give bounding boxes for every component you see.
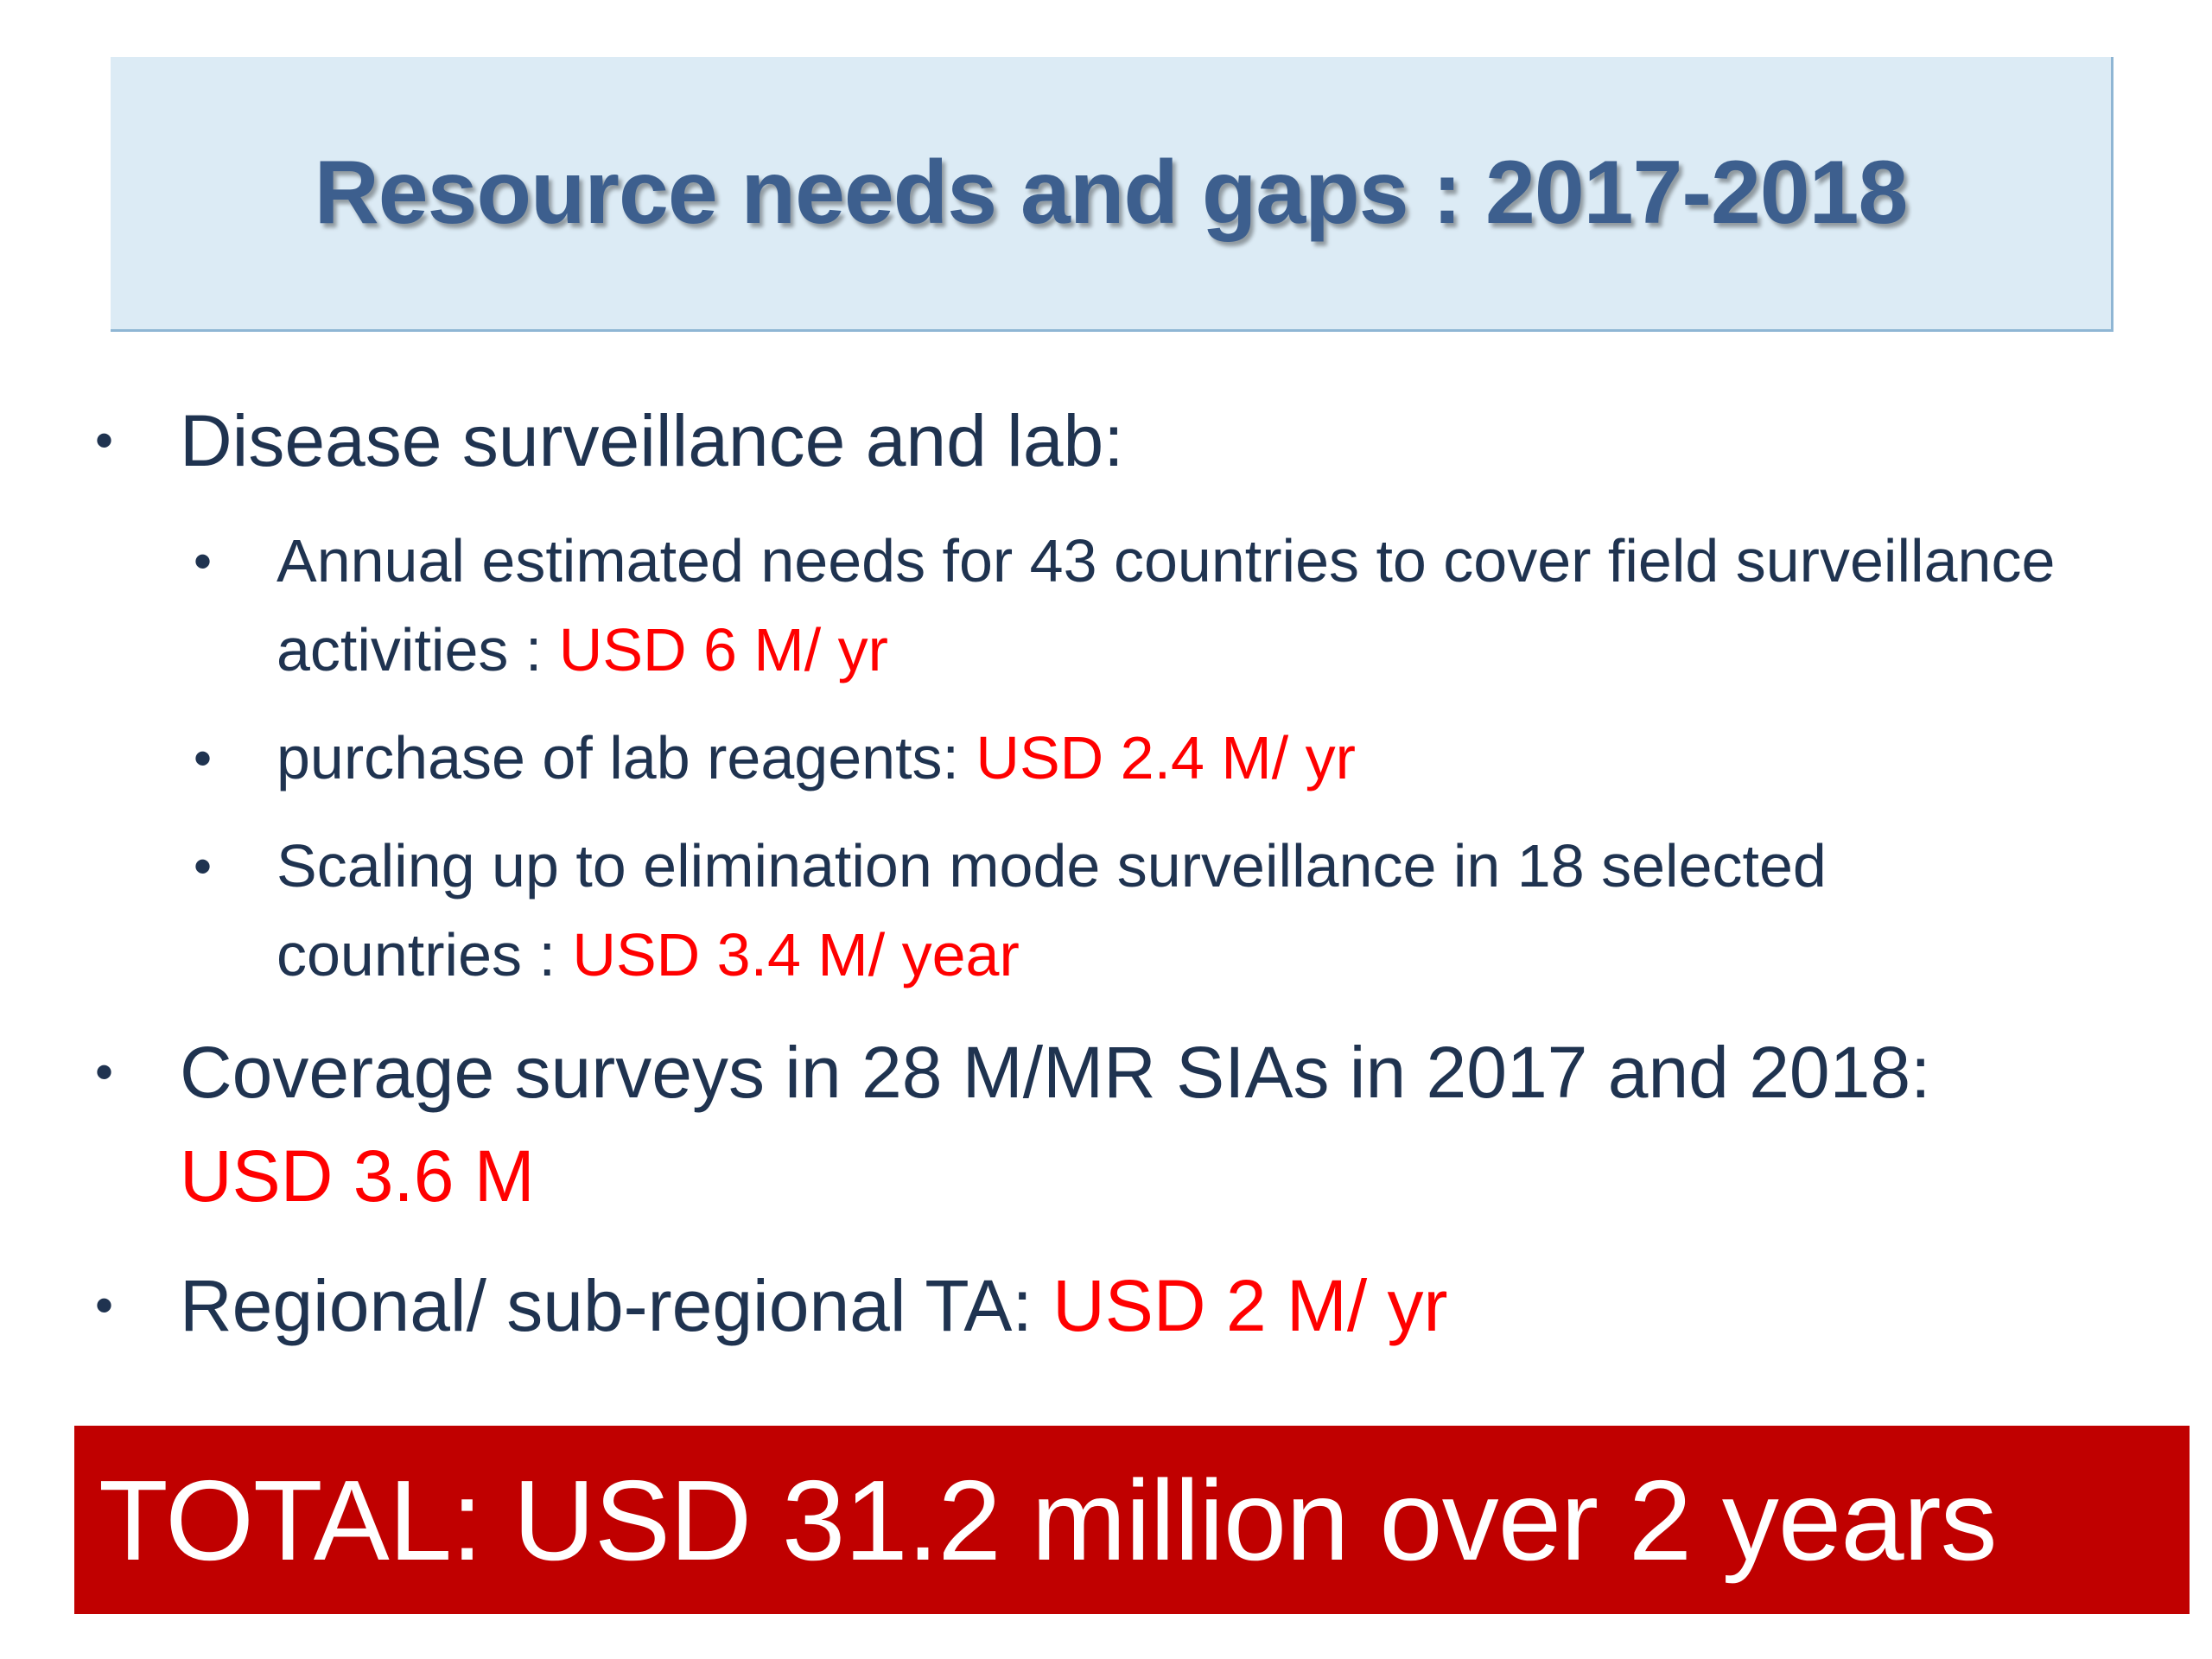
bullet-list: • Disease surveillance and lab: • Annual… [0,389,2212,1357]
item-amount: USD 3.6 M [180,1135,535,1217]
total-text: TOTAL: USD 31.2 million over 2 years [99,1456,1998,1584]
item-text: Annual estimated needs for 43 countries … [276,527,2056,683]
item-amount: USD 2.4 M/ yr [976,724,1356,791]
slide-title: Resource needs and gaps : 2017-2018 [314,143,1909,243]
bullet-icon: • [95,411,114,469]
list-item-field-surveillance: • Annual estimated needs for 43 countrie… [0,517,2074,695]
item-text: Disease surveillance and lab: [180,400,1124,481]
bullet-icon: • [194,729,213,787]
list-item-coverage-surveys: • Coverage surveys in 28 M/MR SIAs in 20… [0,1020,2212,1228]
bullet-icon: • [194,532,213,590]
item-text: Scaling up to elimination mode surveilla… [276,832,1827,988]
item-amount: USD 2 M/ yr [1052,1265,1448,1346]
bullet-icon: • [194,837,213,895]
item-text: Regional/ sub-regional TA: [180,1265,1053,1346]
bullet-icon: • [95,1276,114,1334]
item-text: Coverage surveys in 28 M/MR SIAs in 2017… [180,1032,1931,1113]
item-text: purchase of lab reagents: [276,724,976,791]
bullet-icon: • [95,1043,114,1101]
total-banner: TOTAL: USD 31.2 million over 2 years [74,1426,2190,1614]
title-banner: Resource needs and gaps : 2017-2018 [111,57,2113,332]
item-amount: USD 3.4 M/ year [572,921,1020,988]
list-item-regional-ta: • Regional/ sub-regional TA: USD 2 M/ yr [0,1254,2212,1357]
list-item-lab-reagents: • purchase of lab reagents: USD 2.4 M/ y… [0,714,2212,803]
item-amount: USD 6 M/ yr [558,616,888,683]
list-item-surveillance: • Disease surveillance and lab: [0,389,2212,493]
list-item-elimination-mode: • Scaling up to elimination mode surveil… [0,822,2074,1000]
